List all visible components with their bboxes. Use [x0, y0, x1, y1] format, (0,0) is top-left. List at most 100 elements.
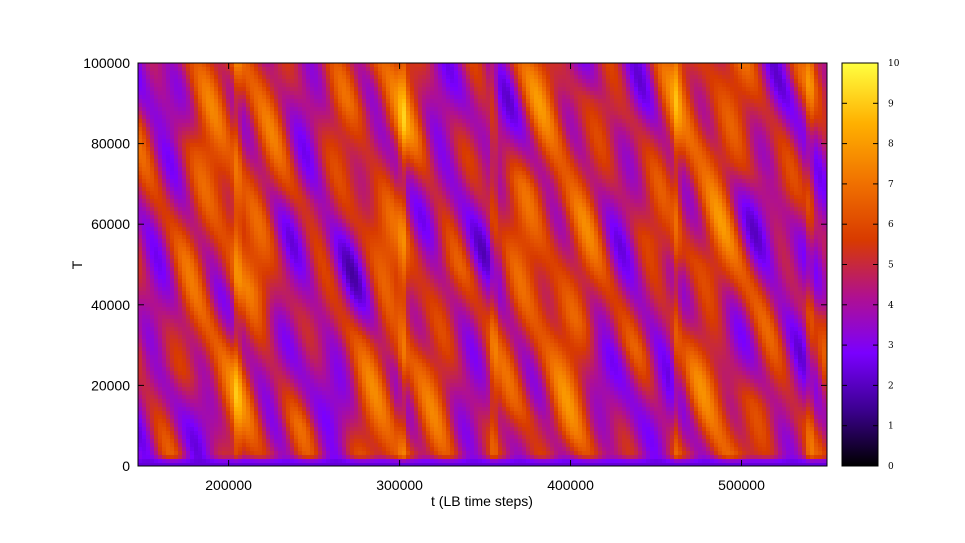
heatmap-cell — [562, 139, 567, 144]
heatmap-cell — [414, 107, 419, 112]
heatmap-cell — [662, 139, 667, 144]
heatmap-cell — [310, 151, 315, 156]
heatmap-cell — [274, 135, 279, 140]
heatmap-cell — [366, 147, 371, 152]
heatmap-cell — [254, 131, 259, 136]
heatmap-cell — [322, 91, 327, 96]
heatmap-cell — [666, 75, 671, 80]
heatmap-cell — [574, 95, 579, 100]
heatmap-cell — [810, 147, 815, 152]
heatmap-cell — [302, 167, 307, 172]
heatmap-cell — [758, 139, 763, 144]
heatmap-cell — [682, 79, 687, 84]
heatmap-cell — [802, 167, 807, 172]
heatmap-cell — [646, 91, 651, 96]
heatmap-cell — [790, 87, 795, 92]
heatmap-cell — [490, 111, 495, 116]
heatmap-cell — [346, 123, 351, 128]
heatmap-cell — [722, 71, 727, 76]
heatmap-cell — [266, 163, 271, 168]
heatmap-cell — [294, 171, 299, 176]
heatmap-cell — [146, 163, 151, 168]
heatmap-cell — [518, 107, 523, 112]
heatmap-cell — [606, 111, 611, 116]
heatmap-cell — [682, 67, 687, 72]
heatmap-cell — [554, 163, 559, 168]
heatmap-cell — [522, 159, 527, 164]
heatmap-cell — [578, 75, 583, 80]
heatmap-cell — [566, 123, 571, 128]
heatmap-cell — [246, 139, 251, 144]
heatmap-cell — [186, 71, 191, 76]
heatmap-cell — [370, 127, 375, 132]
heatmap-cell — [138, 123, 143, 128]
heatmap-cell — [146, 131, 151, 136]
heatmap-cell — [254, 171, 259, 176]
heatmap-cell — [338, 71, 343, 76]
heatmap-cell — [454, 151, 459, 156]
heatmap-cell — [442, 71, 447, 76]
heatmap-cell — [818, 87, 823, 92]
heatmap-cell — [294, 91, 299, 96]
heatmap-cell — [486, 75, 491, 80]
heatmap-cell — [190, 75, 195, 80]
heatmap-cell — [474, 151, 479, 156]
heatmap-cell — [714, 115, 719, 120]
heatmap-cell — [414, 159, 419, 164]
heatmap-cell — [434, 127, 439, 132]
heatmap-cell — [398, 119, 403, 124]
heatmap-cell — [166, 71, 171, 76]
heatmap-cell — [242, 95, 247, 100]
heatmap-cell — [382, 95, 387, 100]
heatmap-cell — [346, 111, 351, 116]
heatmap-cell — [198, 139, 203, 144]
heatmap-cell — [614, 75, 619, 80]
heatmap-cell — [262, 147, 267, 152]
heatmap-cell — [754, 115, 759, 120]
heatmap-cell — [422, 159, 427, 164]
heatmap-cell — [198, 151, 203, 156]
heatmap-cell — [798, 87, 803, 92]
heatmap-cell — [674, 151, 679, 156]
heatmap-cell — [418, 147, 423, 152]
heatmap-cell — [154, 67, 159, 72]
heatmap-cell — [282, 107, 287, 112]
heatmap-cell — [754, 63, 759, 68]
heatmap-cell — [774, 151, 779, 156]
heatmap-cell — [774, 131, 779, 136]
heatmap-cell — [426, 139, 431, 144]
heatmap-cell — [402, 71, 407, 76]
heatmap-cell — [530, 171, 535, 176]
heatmap-cell — [490, 67, 495, 72]
heatmap-cell — [354, 71, 359, 76]
heatmap-cell — [222, 131, 227, 136]
heatmap-cell — [674, 167, 679, 172]
heatmap-cell — [354, 63, 359, 68]
heatmap-cell — [274, 155, 279, 160]
heatmap-cell — [774, 123, 779, 128]
heatmap-cell — [218, 107, 223, 112]
heatmap-cell — [806, 123, 811, 128]
heatmap-cell — [222, 111, 227, 116]
heatmap-cell — [406, 71, 411, 76]
heatmap-cell — [814, 79, 819, 84]
heatmap-cell — [818, 83, 823, 88]
heatmap-cell — [650, 107, 655, 112]
heatmap-cell — [458, 91, 463, 96]
heatmap-cell — [262, 175, 267, 180]
heatmap-cell — [494, 87, 499, 92]
heatmap-cell — [686, 79, 691, 84]
heatmap-cell — [542, 163, 547, 168]
heatmap-cell — [290, 175, 295, 180]
heatmap-cell — [194, 151, 199, 156]
heatmap-cell — [806, 155, 811, 160]
heatmap-cell — [374, 127, 379, 132]
heatmap-cell — [218, 175, 223, 180]
heatmap-cell — [774, 127, 779, 132]
heatmap-cell — [470, 111, 475, 116]
heatmap-cell — [570, 83, 575, 88]
heatmap-cell — [822, 147, 827, 152]
heatmap-cell — [714, 79, 719, 84]
heatmap-cell — [770, 99, 775, 104]
heatmap-cell — [230, 115, 235, 120]
